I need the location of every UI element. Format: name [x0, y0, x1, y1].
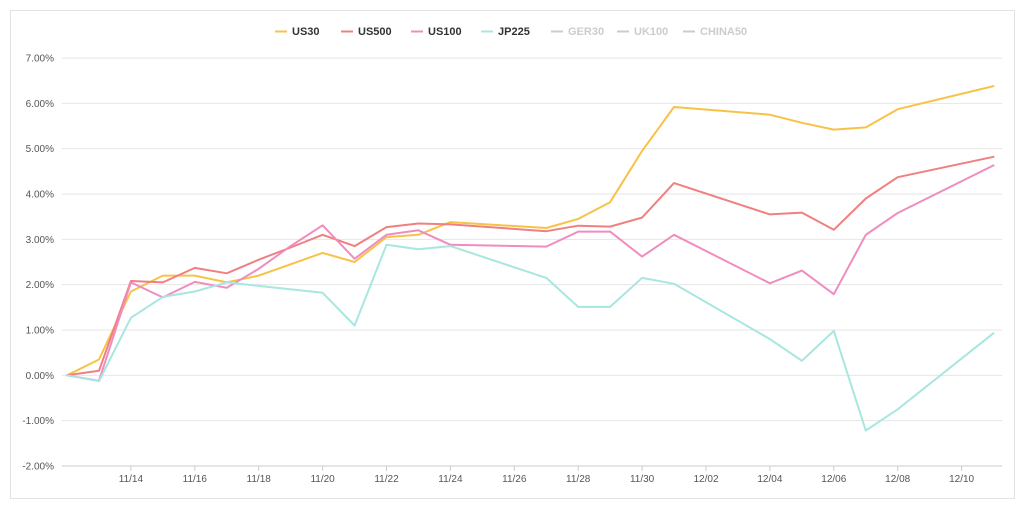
legend-label: US100: [428, 26, 462, 38]
y-tick-label: 6.00%: [26, 99, 54, 110]
x-tick-label: 11/26: [502, 474, 527, 485]
y-tick-label: -1.00%: [22, 416, 54, 427]
legend-label: GER30: [568, 26, 604, 38]
y-tick-label: 0.00%: [26, 371, 54, 382]
legend-label: US30: [292, 26, 320, 38]
x-tick-label: 12/02: [693, 474, 718, 485]
y-tick-label: 4.00%: [26, 190, 54, 201]
legend-item-jp225[interactable]: JP225: [481, 26, 530, 38]
legend-label: US500: [358, 26, 392, 38]
x-tick-label: 12/04: [757, 474, 782, 485]
y-tick-label: 2.00%: [26, 280, 54, 291]
legend-item-ger30[interactable]: GER30: [551, 26, 604, 38]
y-tick-label: 1.00%: [26, 326, 54, 337]
y-tick-label: 7.00%: [26, 54, 54, 65]
legend-label: JP225: [498, 26, 530, 38]
x-tick-label: 11/18: [247, 474, 272, 485]
series-line-us30: [66, 85, 995, 377]
x-tick-label: 11/30: [630, 474, 655, 485]
x-tick-label: 11/16: [183, 474, 208, 485]
legend: US30 US500 US100 JP225 GER30 UK100 CHINA50: [275, 26, 747, 38]
legend-item-us500[interactable]: US500: [341, 26, 392, 38]
x-tick-label: 12/06: [821, 474, 846, 485]
series-line-us500: [66, 155, 995, 377]
x-tick-label: 11/20: [310, 474, 335, 485]
x-tick-label: 12/10: [949, 474, 974, 485]
series-line-jp225: [66, 243, 995, 432]
y-tick-label: 5.00%: [26, 144, 54, 155]
x-tick-label: 11/28: [566, 474, 591, 485]
grid-lines: [62, 57, 1002, 467]
x-axis: 11/14 11/16 11/18 11/20 11/22 11/24 11/26 11/28…: [62, 465, 1002, 485]
series-line-us100: [66, 164, 995, 382]
legend-label: CHINA50: [700, 26, 747, 38]
y-tick-label: -2.00%: [22, 462, 54, 473]
legend-label: UK100: [634, 26, 668, 38]
x-tick-label: 11/14: [119, 474, 144, 485]
series-lines: [66, 85, 995, 432]
legend-item-uk100[interactable]: UK100: [617, 26, 668, 38]
legend-item-us30[interactable]: US30: [275, 26, 320, 38]
x-tick-label: 11/24: [438, 474, 463, 485]
legend-item-china50[interactable]: CHINA50: [683, 26, 747, 38]
x-tick-label: 12/08: [885, 474, 910, 485]
chart-container: [10, 10, 1015, 499]
legend-item-us100[interactable]: US100: [411, 26, 462, 38]
y-tick-label: 3.00%: [26, 235, 54, 246]
x-tick-label: 11/22: [374, 474, 399, 485]
y-axis: 7.00% 6.00% 5.00% 4.00% 3.00% 2.00% 1.00% 0.00%…: [22, 54, 54, 473]
